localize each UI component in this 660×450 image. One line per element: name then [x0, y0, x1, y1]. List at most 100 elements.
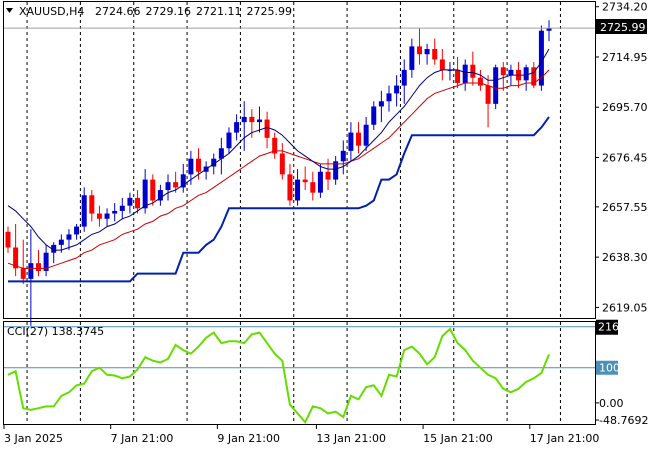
candle-body — [20, 268, 26, 279]
candle-body — [211, 158, 217, 167]
candle-body — [279, 153, 285, 175]
candle-body — [5, 231, 11, 248]
candle-body — [477, 77, 483, 86]
cci-tick-label: -48.7692 — [599, 414, 648, 427]
time-tick-label: 13 Jan 21:00 — [316, 432, 386, 445]
candle-body — [89, 195, 95, 214]
fast-ma-line — [7, 48, 550, 251]
candle-body — [74, 226, 80, 235]
dropdown-triangle-icon[interactable] — [6, 8, 13, 13]
chart-header-ohlc: 2724.66 2729.16 2721.11 2725.99 — [95, 5, 292, 18]
candle-body — [363, 124, 369, 146]
candle-body — [432, 49, 438, 60]
candle-body — [43, 252, 49, 271]
price-tick-label: 2619.05 — [602, 301, 648, 314]
price-tick-label: 2695.70 — [602, 101, 648, 114]
candle-body — [218, 148, 224, 159]
cci-levels — [4, 326, 595, 369]
cci-current-label: 216.543 — [598, 321, 644, 334]
candle-body — [317, 171, 323, 193]
time-tick-label: 7 Jan 21:00 — [111, 432, 174, 445]
cci-tick-label: 100 — [599, 362, 620, 375]
cci-axis: 100 0.00 -48.7692 — [595, 360, 648, 427]
cci-tick-label: 0.00 — [599, 397, 624, 410]
time-tick-label: 17 Jan 21:00 — [530, 432, 600, 445]
time-axis: 3 Jan 2025 7 Jan 21:00 9 Jan 21:00 13 Jan 2… — [3, 425, 600, 445]
candle-body — [447, 69, 453, 71]
candle-body — [340, 150, 346, 162]
cci-level-tag — [596, 360, 618, 375]
candle-body — [51, 244, 57, 253]
cci-current-tag — [596, 319, 618, 335]
candle-body — [272, 137, 278, 154]
candle-body — [287, 174, 293, 201]
candle-body — [485, 85, 491, 104]
candle-body — [28, 263, 34, 279]
candle-body — [439, 59, 445, 70]
candle-body — [81, 195, 87, 227]
candle-body — [508, 69, 514, 76]
time-tick-label: 3 Jan 2025 — [4, 432, 63, 445]
candle-body — [302, 179, 308, 183]
candle-body — [142, 179, 148, 209]
candle-body — [256, 119, 262, 123]
candle-body — [523, 67, 529, 81]
candle-body — [500, 67, 506, 76]
candle-body — [119, 205, 125, 211]
chart-header-symbol: XAUUSD,H4 — [19, 5, 84, 18]
candle-body — [241, 116, 247, 123]
candle-body — [96, 213, 102, 219]
candle-body — [538, 30, 544, 86]
price-tick-label: 2638.30 — [602, 251, 648, 264]
trailing-stop-line — [8, 116, 550, 283]
candle-body — [546, 28, 552, 31]
candle-body — [13, 247, 19, 269]
candle-body — [58, 239, 64, 245]
candle-body — [386, 93, 392, 102]
candle-body — [157, 190, 163, 201]
candle-body — [493, 67, 499, 104]
candle-body — [264, 119, 270, 138]
price-tick-label: 2714.95 — [602, 51, 648, 64]
candle-body — [409, 46, 415, 70]
candle-body — [325, 171, 331, 180]
candlestick-series — [5, 20, 552, 326]
price-tick-label: 2676.45 — [602, 152, 648, 165]
candle-body — [196, 158, 201, 172]
candle-body — [401, 69, 407, 86]
current-price-tag — [596, 19, 647, 34]
cci-line — [7, 327, 550, 425]
candle-body — [394, 85, 400, 94]
candle-body — [165, 182, 171, 191]
candle-body — [150, 179, 156, 201]
candle-body — [295, 179, 301, 201]
time-tick-label: 9 Jan 21:00 — [217, 432, 280, 445]
candle-body — [455, 69, 461, 83]
candle-body — [348, 132, 354, 151]
candle-body — [180, 174, 186, 188]
price-axis: 2734.20 2714.95 2695.70 2676.45 2657.55 2638.… — [595, 1, 648, 314]
price-tick-label: 2734.20 — [602, 1, 648, 14]
candle-body — [234, 122, 240, 133]
candle-body — [66, 234, 72, 240]
price-tick-label: 2657.55 — [602, 201, 648, 214]
cci-panel — [3, 321, 596, 425]
candle-body — [226, 132, 232, 149]
current-price-label: 2725.99 — [600, 21, 646, 34]
candle-body — [371, 106, 377, 125]
candle-body — [462, 64, 468, 83]
candle-body — [416, 46, 422, 55]
candle-body — [424, 49, 430, 55]
candle-body — [356, 132, 362, 146]
candle-body — [112, 210, 118, 214]
candle-body — [104, 213, 110, 219]
time-tick-label: 15 Jan 21:00 — [423, 432, 493, 445]
main-panel — [3, 1, 596, 319]
candle-body — [531, 67, 537, 86]
candle-body — [35, 263, 41, 271]
candle-body — [249, 116, 255, 123]
candle-body — [135, 197, 141, 209]
candle-body — [127, 197, 133, 206]
candle-body — [333, 161, 339, 180]
